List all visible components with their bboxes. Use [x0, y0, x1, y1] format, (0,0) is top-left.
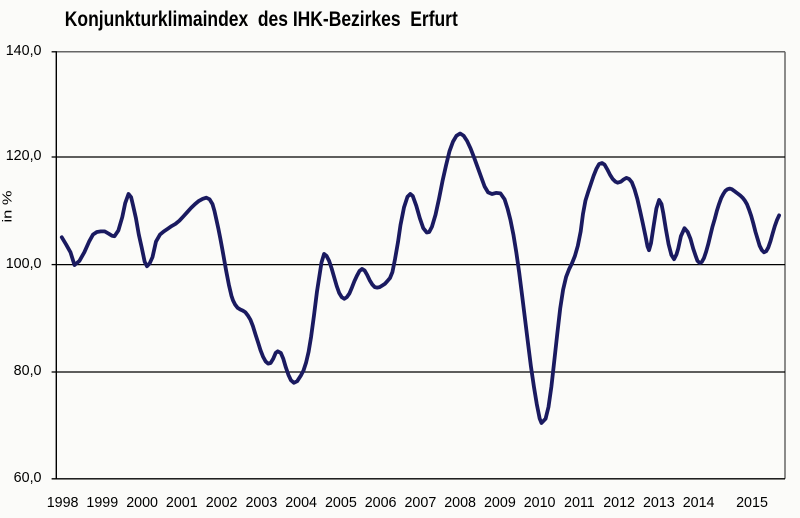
svg-text:2010: 2010	[524, 495, 556, 511]
svg-text:2002: 2002	[206, 495, 238, 511]
svg-text:1998: 1998	[47, 495, 79, 511]
svg-text:2007: 2007	[404, 495, 436, 511]
svg-text:2000: 2000	[126, 495, 158, 511]
svg-text:60,0: 60,0	[14, 470, 42, 486]
svg-text:2015: 2015	[736, 495, 768, 511]
svg-text:2012: 2012	[603, 495, 635, 511]
svg-text:80,0: 80,0	[14, 363, 42, 379]
svg-text:100,0: 100,0	[6, 256, 42, 272]
svg-text:2006: 2006	[365, 495, 397, 511]
svg-text:2013: 2013	[643, 495, 675, 511]
svg-text:2005: 2005	[325, 495, 357, 511]
svg-text:2004: 2004	[285, 495, 317, 511]
svg-text:2014: 2014	[683, 495, 715, 511]
svg-text:in %: in %	[0, 190, 14, 223]
svg-text:140,0: 140,0	[6, 43, 42, 59]
svg-text:2009: 2009	[484, 495, 516, 511]
svg-text:2011: 2011	[564, 495, 595, 511]
svg-text:2003: 2003	[245, 495, 277, 511]
svg-text:2008: 2008	[444, 495, 476, 511]
svg-text:120,0: 120,0	[6, 148, 42, 164]
svg-text:1999: 1999	[86, 495, 118, 511]
svg-text:2001: 2001	[166, 495, 198, 511]
svg-text:Konjunkturklimaindex des IHK-: Konjunkturklimaindex des IHK-Bezirkes Er…	[65, 7, 458, 31]
